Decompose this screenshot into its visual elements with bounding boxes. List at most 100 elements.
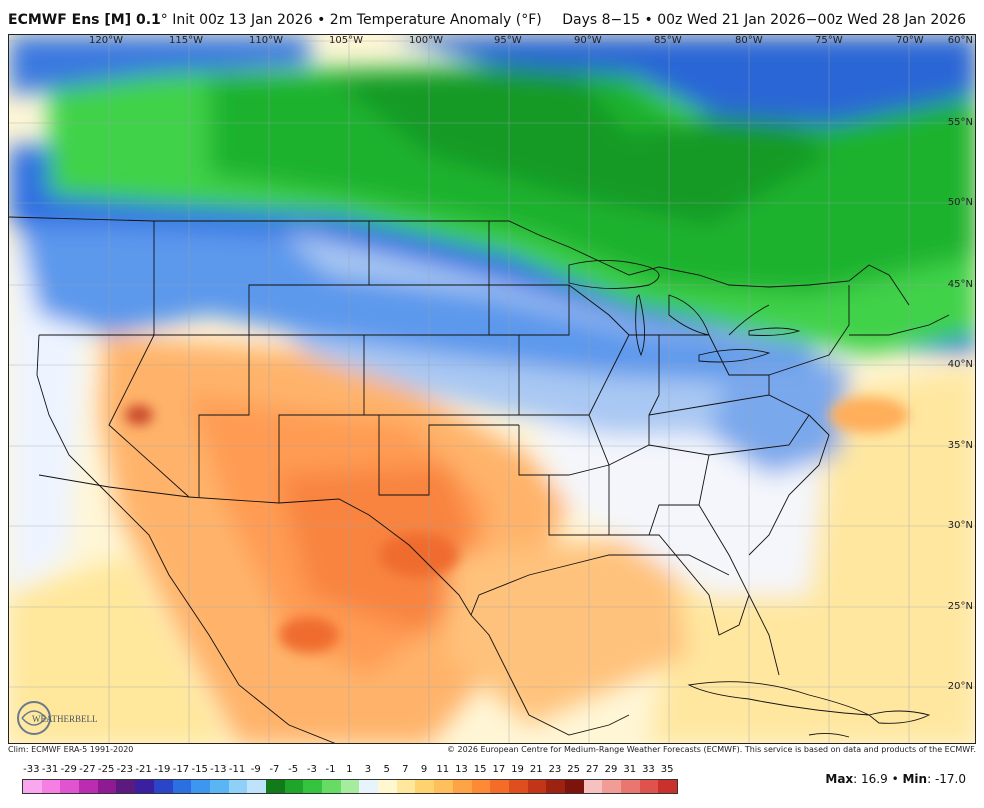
scale-tick-label: 11 bbox=[436, 764, 450, 775]
scale-tick-label: -3 bbox=[306, 764, 317, 775]
min-label: Min bbox=[902, 772, 928, 786]
scale-swatch bbox=[378, 780, 397, 793]
lat-label: 25°N bbox=[947, 601, 973, 612]
model-name: ECMWF Ens [M] 0.1 bbox=[8, 12, 161, 28]
scale-ticks: -33 -31 -29 -27 -25 -23 -21 -19 -17 -15 -13 -11 -9 -7… bbox=[16, 764, 706, 778]
scale-swatch bbox=[79, 780, 98, 793]
period-days: Days 8−15 bbox=[562, 12, 641, 28]
lon-label: 80°W bbox=[735, 35, 763, 46]
scale-swatch bbox=[359, 780, 379, 793]
stats-bullet: • bbox=[891, 772, 899, 786]
scale-tick-label: -9 bbox=[250, 764, 261, 775]
scale-swatch bbox=[471, 780, 491, 793]
scale-swatch bbox=[284, 780, 304, 793]
product-name: 2m Temperature Anomaly (°F) bbox=[329, 12, 542, 28]
scale-tick-label: 23 bbox=[548, 764, 562, 775]
max-min-stats: Max: 16.9 • Min: -17.0 bbox=[825, 772, 966, 786]
lon-label: 90°W bbox=[574, 35, 602, 46]
title-bullet: • bbox=[317, 12, 326, 28]
scale-tick-label: -29 bbox=[60, 764, 77, 775]
copyright-note: © 2026 European Centre for Medium-Range … bbox=[447, 745, 976, 754]
scale-swatch bbox=[621, 780, 640, 793]
scale-swatch bbox=[247, 780, 266, 793]
scale-tick-label: -33 bbox=[23, 764, 40, 775]
valid-period: Days 8−15 • 00z Wed 21 Jan 2026−00z Wed … bbox=[562, 12, 966, 28]
anomaly-field bbox=[9, 35, 975, 743]
scale-swatch bbox=[97, 780, 117, 793]
lat-label: 50°N bbox=[947, 197, 973, 208]
scale-tick-label: -15 bbox=[191, 764, 208, 775]
scale-swatch bbox=[564, 780, 584, 793]
scale-tick-label: 7 bbox=[402, 764, 409, 775]
lon-label: 85°W bbox=[654, 35, 682, 46]
scale-swatch bbox=[583, 780, 603, 793]
weatherbell-logo: WEATHERBELL bbox=[17, 701, 98, 735]
scale-swatch bbox=[191, 780, 210, 793]
scale-swatch bbox=[415, 780, 435, 793]
lat-label: 45°N bbox=[947, 279, 973, 290]
max-label: Max bbox=[825, 772, 854, 786]
scale-tick-label: -23 bbox=[116, 764, 134, 775]
scale-swatch bbox=[172, 780, 192, 793]
scale-tick-label: 5 bbox=[383, 764, 390, 775]
scale-tick-label: -27 bbox=[79, 764, 96, 775]
scale-swatch bbox=[546, 780, 565, 793]
scale-tick-label: -21 bbox=[135, 764, 152, 775]
lat-label: 40°N bbox=[947, 359, 973, 370]
scale-swatch bbox=[434, 780, 453, 793]
scale-swatch bbox=[322, 780, 341, 793]
period-bullet: • bbox=[644, 12, 653, 28]
lon-label: 70°W bbox=[896, 35, 924, 46]
hot-spots bbox=[125, 397, 909, 653]
scale-tick-label: 17 bbox=[492, 764, 506, 775]
scale-swatch bbox=[508, 780, 528, 793]
lon-label: 100°W bbox=[409, 35, 443, 46]
map-header: ECMWF Ens [M] 0.1° Init 00z 13 Jan 2026 … bbox=[0, 0, 984, 34]
scale-tick-label: 35 bbox=[660, 764, 674, 775]
scale-tick-label: 31 bbox=[623, 764, 637, 775]
scale-tick-label: -13 bbox=[210, 764, 227, 775]
scale-tick-label: -25 bbox=[97, 764, 115, 775]
scale-tick-label: 15 bbox=[473, 764, 487, 775]
scale-tick-label: 19 bbox=[511, 764, 524, 775]
lat-label: 30°N bbox=[947, 520, 973, 531]
scale-tick-label: -7 bbox=[269, 764, 280, 775]
scale-tick-label: 21 bbox=[529, 764, 543, 775]
lat-label: 60°N bbox=[947, 35, 973, 46]
scale-tick-label: -5 bbox=[288, 764, 299, 775]
map-title: ECMWF Ens [M] 0.1° Init 00z 13 Jan 2026 … bbox=[8, 12, 542, 28]
min-value: -17.0 bbox=[934, 772, 966, 786]
scale-swatch bbox=[41, 780, 61, 793]
scale-swatch bbox=[340, 780, 360, 793]
scale-tick-label: -31 bbox=[41, 764, 59, 775]
political-borders bbox=[9, 216, 950, 743]
scale-swatch bbox=[527, 780, 547, 793]
scale-tick-label: 1 bbox=[346, 764, 353, 775]
scale-swatch bbox=[265, 780, 285, 793]
lon-label: 120°W bbox=[89, 35, 123, 46]
scale-swatch bbox=[303, 780, 322, 793]
scale-bar bbox=[22, 779, 679, 794]
lon-label: 95°W bbox=[494, 35, 522, 46]
scale-swatch bbox=[116, 780, 136, 793]
scale-swatch bbox=[153, 780, 173, 793]
lat-label: 20°N bbox=[947, 681, 973, 692]
scale-tick-label: -17 bbox=[172, 764, 190, 775]
scale-swatch bbox=[639, 780, 659, 793]
scale-tick-label: -11 bbox=[228, 764, 246, 775]
anomaly-map: 120°W 115°W 110°W 105°W 100°W 95°W 90°W … bbox=[8, 34, 976, 744]
scale-tick-label: 33 bbox=[642, 764, 655, 775]
max-value: 16.9 bbox=[861, 772, 888, 786]
logo-text: WEATHERBELL bbox=[32, 714, 98, 724]
degree-symbol: ° bbox=[160, 12, 168, 28]
scale-swatch bbox=[228, 780, 248, 793]
climatology-note: Clim: ECMWF ERA-5 1991-2020 bbox=[8, 745, 134, 754]
scale-tick-label: -1 bbox=[325, 764, 336, 775]
lon-label: 115°W bbox=[169, 35, 203, 46]
scale-tick-label: 25 bbox=[567, 764, 581, 775]
scale-swatch bbox=[490, 780, 509, 793]
scale-swatch bbox=[602, 780, 621, 793]
scale-swatch bbox=[60, 780, 80, 793]
scale-tick-label: 9 bbox=[420, 764, 428, 775]
color-scale: -33 -31 -29 -27 -25 -23 -21 -19 -17 -15 -13 -11 -9 -7… bbox=[16, 764, 706, 798]
